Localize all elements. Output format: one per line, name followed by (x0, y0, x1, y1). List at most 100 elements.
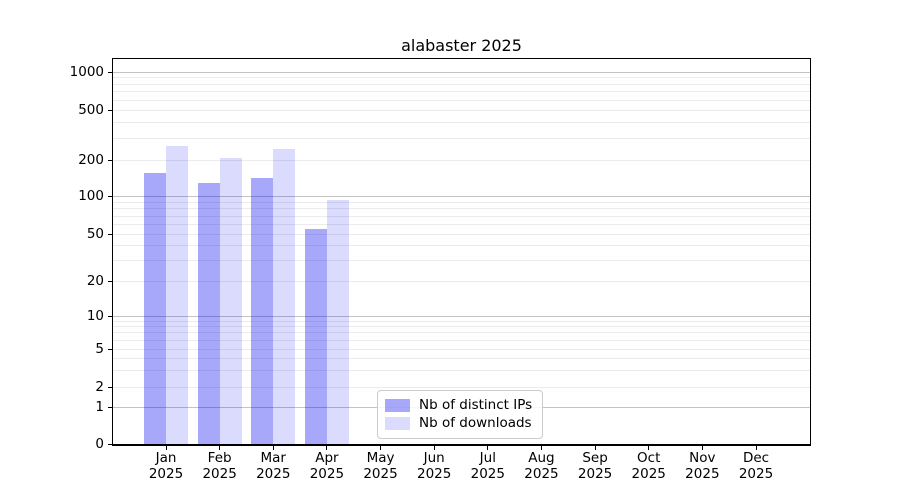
bar-nb-of-distinct-ips-feb (197, 182, 220, 444)
x-tick-label-year: 2025 (202, 466, 237, 482)
x-tick-label-year: 2025 (416, 466, 452, 482)
y-tick (108, 407, 113, 408)
x-tick-label-year: 2025 (470, 466, 505, 482)
x-tick-label-month: Oct (637, 450, 661, 466)
x-tick (701, 446, 703, 450)
legend-entry: Nb of downloads (385, 415, 532, 432)
gridline-minor (113, 91, 810, 93)
y-tick (108, 386, 113, 388)
y-tick (108, 160, 113, 161)
x-tick (487, 446, 489, 450)
x-tick-label-year: 2025 (148, 466, 184, 482)
gridline-minor (113, 339, 810, 341)
x-tick (540, 446, 542, 450)
bar-nb-of-downloads-mar (273, 149, 296, 444)
gridline-minor (113, 386, 810, 388)
bar-nb-of-downloads-jan (166, 146, 188, 444)
gridline-minor (113, 332, 810, 334)
x-tick-label: Oct 2025 (621, 450, 677, 482)
x-tick (648, 446, 650, 450)
x-tick-label: Aug 2025 (513, 450, 569, 482)
y-tick (108, 280, 113, 282)
bar-nb-of-distinct-ips-jan (144, 172, 166, 444)
y-tick-label: 20 (86, 272, 104, 289)
bar-nb-of-downloads-apr (326, 199, 349, 444)
x-tick (380, 446, 382, 450)
gridline-minor (113, 83, 810, 85)
x-tick (219, 446, 221, 450)
y-tick-label: 5 (95, 340, 104, 357)
x-tick-label: Feb 2025 (192, 450, 248, 482)
y-tick-label: 1000 (69, 63, 104, 80)
x-tick-label: May 2025 (353, 450, 409, 482)
x-tick-label-month: Dec (742, 450, 770, 466)
gridline-minor (113, 320, 810, 322)
gridline-minor (113, 109, 810, 111)
gridline-minor (113, 224, 810, 225)
x-tick (433, 446, 435, 450)
gridline-minor (113, 77, 810, 79)
x-tick-label-year: 2025 (309, 466, 345, 482)
gridline-minor (113, 280, 810, 282)
x-tick-label-year: 2025 (685, 466, 720, 482)
gridline-minor (113, 160, 810, 161)
x-tick (272, 446, 274, 450)
chart-title: alabaster 2025 (401, 36, 522, 55)
legend-label: Nb of distinct IPs (419, 397, 533, 413)
y-tick (108, 348, 113, 350)
plot-area: 0 1 2 5 10 20 50 100 200 500 1000 Jan 2025 Feb 2025 Mar… (70, 58, 811, 482)
x-tick-label-year: 2025 (631, 466, 666, 482)
x-tick-label-year: 2025 (738, 466, 774, 482)
bar-nb-of-distinct-ips-mar (251, 177, 274, 444)
gridline-minor (113, 369, 810, 371)
y-tick-label: 0 (95, 435, 104, 452)
y-tick (108, 443, 113, 445)
y-tick-label: 100 (78, 188, 104, 204)
gridline-minor (113, 259, 810, 261)
gridline-minor (113, 99, 810, 101)
x-tick (594, 446, 596, 450)
gridline-major (113, 315, 810, 317)
gridline-minor (113, 348, 810, 350)
legend-entry: Nb of distinct IPs (385, 397, 532, 414)
x-tick-label-month: Jun (423, 450, 445, 466)
y-tick (108, 315, 113, 317)
legend-label: Nb of downloads (419, 415, 532, 431)
gridline-major (113, 196, 810, 197)
y-tick (108, 196, 113, 197)
gridline-minor (113, 208, 810, 210)
gridline-minor (113, 245, 810, 247)
x-tick-label-month: Nov (689, 450, 716, 466)
x-tick-label: Mar 2025 (245, 450, 301, 482)
bar-nb-of-distinct-ips-apr (304, 229, 327, 444)
gridline-minor (113, 137, 810, 139)
x-tick-label-month: May (366, 450, 395, 466)
x-tick-label-month: Mar (260, 450, 286, 466)
x-tick-label-year: 2025 (363, 466, 398, 482)
x-tick (755, 446, 757, 450)
x-tick-label: Jun 2025 (406, 450, 462, 482)
x-tick-label-year: 2025 (524, 466, 559, 482)
y-tick (108, 109, 113, 111)
x-tick (326, 446, 328, 450)
x-tick-label-year: 2025 (256, 466, 291, 482)
legend: Nb of distinct IPs Nb of downloads (377, 390, 544, 439)
y-tick-label: 50 (86, 226, 104, 242)
x-tick-label: Dec 2025 (728, 450, 784, 482)
x-tick-label-month: Aug (528, 450, 555, 466)
gridline-minor (113, 326, 810, 328)
gridline-minor (113, 357, 810, 359)
x-tick-label: Apr 2025 (299, 450, 355, 482)
y-tick-label: 10 (86, 307, 104, 324)
y-tick-label: 500 (78, 101, 104, 118)
x-tick-label-month: Sep (582, 450, 608, 466)
bar-nb-of-downloads-feb (219, 158, 242, 444)
x-tick (165, 446, 167, 450)
gridline-major (113, 71, 810, 73)
x-tick-label-month: Apr (315, 450, 339, 466)
x-tick-label: Sep 2025 (567, 450, 623, 482)
gridline-minor (113, 121, 810, 123)
x-tick-label-year: 2025 (577, 466, 613, 482)
gridline-minor (113, 234, 810, 235)
